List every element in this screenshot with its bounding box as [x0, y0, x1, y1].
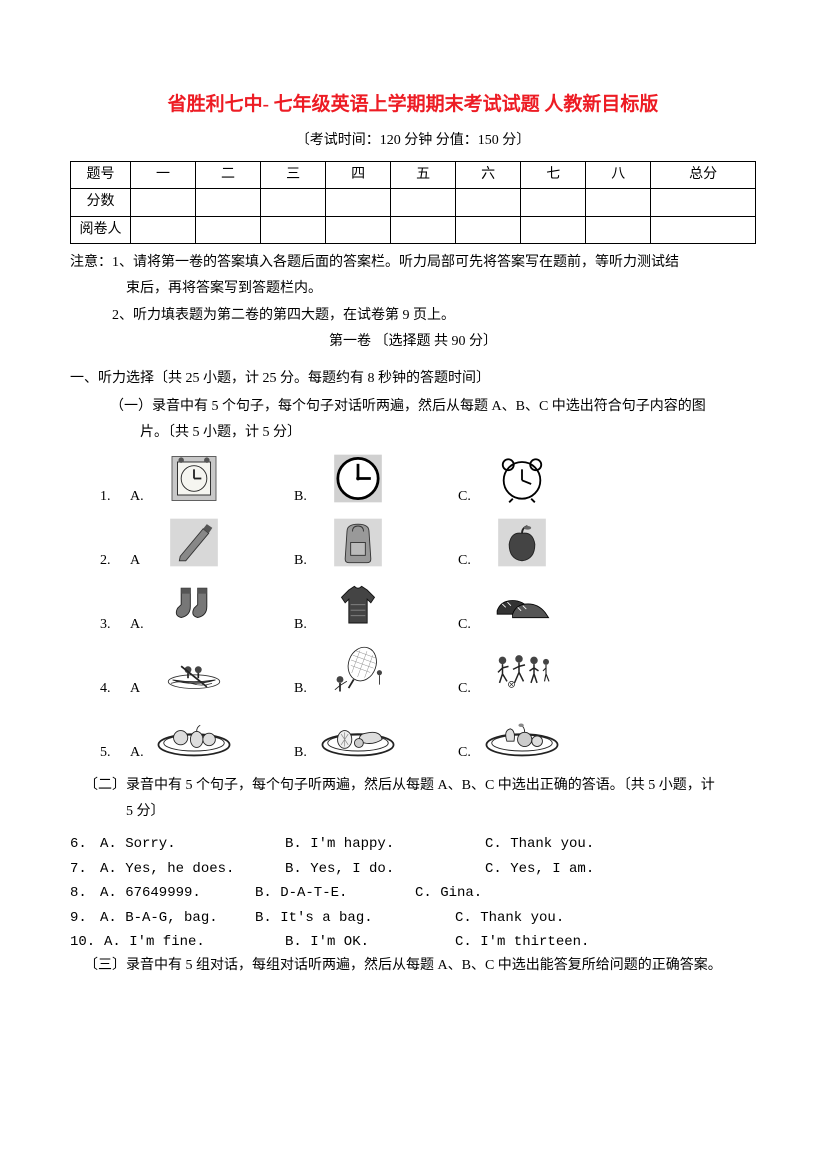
- questions-6-10: 6. A. Sorry. B. I'm happy. C. Thank you.…: [70, 833, 756, 953]
- alarm-clock-square-icon: [154, 449, 234, 509]
- option-label-a: A: [130, 550, 154, 572]
- alarm-clock-round-icon: [482, 449, 562, 509]
- option-label-b: B.: [294, 614, 318, 636]
- rowing-boat-icon: [154, 641, 234, 701]
- question-number: 2.: [100, 550, 130, 572]
- cell: 四: [326, 161, 391, 188]
- note-1b: 束后，再将答案写到答题栏内。: [70, 278, 756, 300]
- question-line: 6. A. Sorry. B. I'm happy. C. Thank you.: [70, 833, 756, 855]
- option-label-c: C.: [458, 742, 482, 764]
- cell: 阅卷人: [71, 216, 131, 243]
- cell: 八: [586, 161, 651, 188]
- option-a: A. B-A-G, bag.: [100, 907, 255, 929]
- option-label-c: C.: [458, 550, 482, 572]
- shoes-icon: [482, 577, 562, 637]
- subsection-1b: 片。〔共 5 小题，计 5 分〕: [70, 422, 756, 444]
- cell: 三: [261, 161, 326, 188]
- option-c: C. Gina.: [415, 882, 756, 904]
- exam-title: 省胜利七中- 七年级英语上学期期末考试试题 人教新目标版: [70, 90, 756, 120]
- table-row: 阅卷人: [71, 216, 756, 243]
- option-label-a: A: [130, 678, 154, 700]
- option-a: A. 67649999.: [100, 882, 255, 904]
- cell: 总分: [651, 161, 756, 188]
- option-label-c: C.: [458, 486, 482, 508]
- note-2: 2、听力填表题为第二卷的第四大题，在试卷第 9 页上。: [70, 305, 756, 327]
- table-row: 分数: [71, 189, 756, 216]
- option-c: C. I'm thirteen.: [455, 931, 756, 953]
- qnum: 9.: [70, 907, 100, 929]
- option-a: A. Yes, he does.: [100, 858, 285, 880]
- cell: 六: [456, 161, 521, 188]
- cell: 题号: [71, 161, 131, 188]
- option-label-a: A.: [130, 486, 154, 508]
- subsection-2b: 5 分〕: [70, 801, 756, 823]
- option-b: B. D-A-T-E.: [255, 882, 415, 904]
- question-number: 3.: [100, 614, 130, 636]
- question-line: 10. A. I'm fine. B. I'm OK. C. I'm thirt…: [70, 931, 756, 953]
- table-row: 题号 一 二 三 四 五 六 七 八 总分: [71, 161, 756, 188]
- subsection-2a: 〔二〕录音中有 5 个句子，每个句子听两遍，然后从每题 A、B、C 中选出正确的…: [70, 775, 756, 797]
- cell: 分数: [71, 189, 131, 216]
- question-line: 9. A. B-A-G, bag. B. It's a bag. C. Than…: [70, 907, 756, 929]
- score-table: 题号 一 二 三 四 五 六 七 八 总分 分数 阅卷人: [70, 161, 756, 244]
- question-number: 4.: [100, 678, 130, 700]
- question-number: 1.: [100, 486, 130, 508]
- cell: 五: [391, 161, 456, 188]
- question-number: 5.: [100, 742, 130, 764]
- wall-clock-icon: [318, 449, 398, 509]
- qnum: 10.: [70, 931, 104, 953]
- cell: 一: [131, 161, 196, 188]
- exam-subtitle: 〔考试时间：120 分钟 分值：150 分〕: [70, 130, 756, 152]
- fruit-plate-b-icon: [318, 705, 398, 765]
- option-a: A. Sorry.: [100, 833, 285, 855]
- option-label-b: B.: [294, 742, 318, 764]
- option-label-b: B.: [294, 550, 318, 572]
- option-a: A. I'm fine.: [104, 931, 285, 953]
- option-label-b: B.: [294, 486, 318, 508]
- backpack-icon: [318, 513, 398, 573]
- option-b: B. I'm OK.: [285, 931, 455, 953]
- fruit-plate-c-icon: [482, 705, 562, 765]
- option-label-a: A.: [130, 614, 154, 636]
- qnum: 6.: [70, 833, 100, 855]
- option-c: C. Thank you.: [455, 907, 756, 929]
- qnum: 7.: [70, 858, 100, 880]
- apple-icon: [482, 513, 562, 573]
- option-c: C. Yes, I am.: [485, 858, 756, 880]
- note-1a: 注意：1、请将第一卷的答案填入各题后面的答案栏。听力局部可先将答案写在题前，等听…: [70, 252, 756, 274]
- section-1-head: 一、听力选择〔共 25 小题，计 25 分。每题约有 8 秒钟的答题时间〕: [70, 368, 756, 390]
- part1-title: 第一卷 〔选择题 共 90 分〕: [70, 331, 756, 353]
- question-row-2: 2. A B. C.: [70, 513, 756, 573]
- option-c: C. Thank you.: [485, 833, 756, 855]
- subsection-1a: （一）录音中有 5 个句子，每个句子对话听两遍，然后从每题 A、B、C 中选出符…: [70, 396, 756, 418]
- subsection-3: 〔三〕录音中有 5 组对话，每组对话听两遍，然后从每题 A、B、C 中选出能答复…: [70, 955, 756, 977]
- question-row-5: 5. A. B. C.: [70, 705, 756, 765]
- badminton-icon: [318, 641, 398, 701]
- cell: 二: [196, 161, 261, 188]
- question-row-4: 4. A B. C.: [70, 641, 756, 701]
- question-line: 8. A. 67649999. B. D-A-T-E. C. Gina.: [70, 882, 756, 904]
- soccer-kids-icon: [482, 641, 562, 701]
- sweater-icon: [318, 577, 398, 637]
- option-label-a: A.: [130, 742, 154, 764]
- option-label-b: B.: [294, 678, 318, 700]
- option-b: B. It's a bag.: [255, 907, 455, 929]
- socks-icon: [154, 577, 234, 637]
- question-row-3: 3. A. B. C.: [70, 577, 756, 637]
- question-line: 7. A. Yes, he does. B. Yes, I do. C. Yes…: [70, 858, 756, 880]
- option-label-c: C.: [458, 678, 482, 700]
- question-row-1: 1. A. B. C.: [70, 449, 756, 509]
- pen-icon: [154, 513, 234, 573]
- cell: 七: [521, 161, 586, 188]
- fruit-plate-a-icon: [154, 705, 234, 765]
- qnum: 8.: [70, 882, 100, 904]
- option-b: B. Yes, I do.: [285, 858, 485, 880]
- option-label-c: C.: [458, 614, 482, 636]
- option-b: B. I'm happy.: [285, 833, 485, 855]
